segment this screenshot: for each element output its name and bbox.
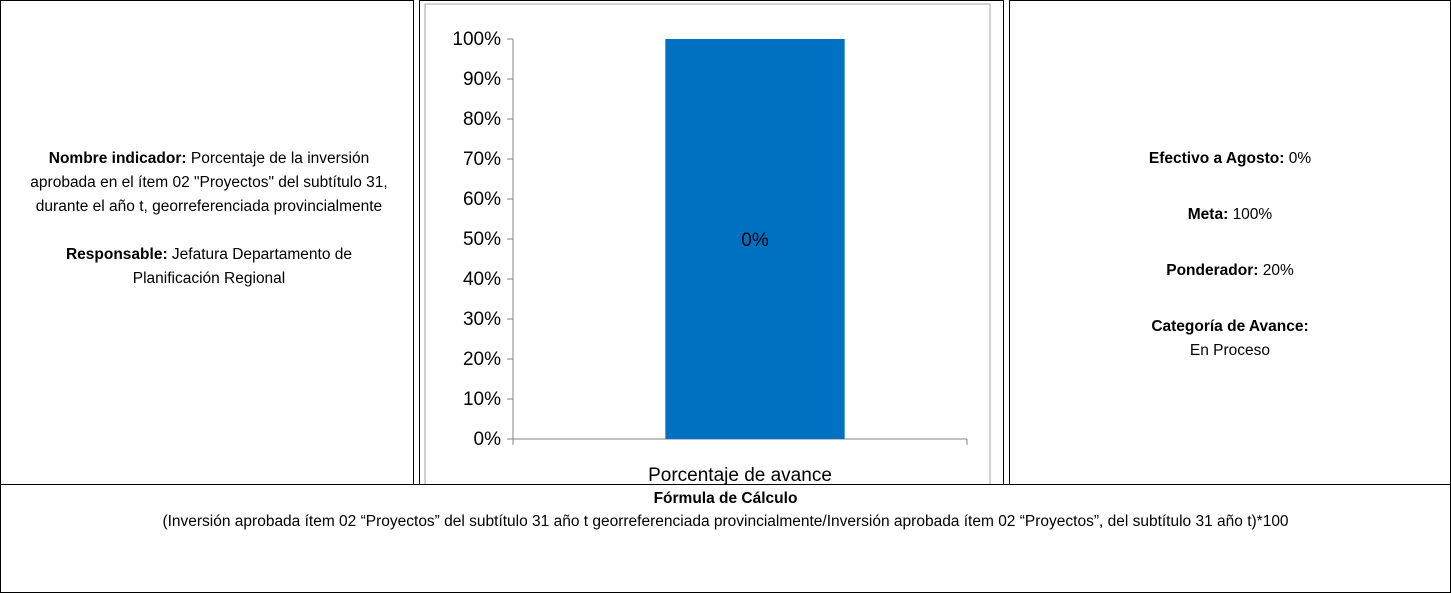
stat-value: 0% (1288, 150, 1312, 167)
y-tick-label: 70% (463, 149, 501, 170)
stat-value: 20% (1262, 262, 1294, 279)
indicator: Nombre indicador: Porcentaje de la inver… (29, 147, 389, 219)
formula-block: Fórmula de Cálculo (Inversión aprobada í… (1, 485, 1450, 533)
indicator-label: Nombre indicador: (48, 150, 187, 167)
y-tick-label: 50% (463, 229, 501, 250)
y-tick-label: 20% (463, 349, 501, 370)
right-cell: Efectivo a Agosto: 0% Meta: 100% Pondera… (1009, 0, 1451, 485)
stat: Ponderador: 20% (1010, 259, 1450, 283)
indicator-text: Porcentaje de la inversión aprobada en e… (30, 150, 388, 215)
y-tick-label: 100% (452, 29, 501, 50)
stat-label: Efectivo a Agosto: (1148, 150, 1285, 167)
y-tick-label: 40% (463, 269, 501, 290)
responsible-text: Jefatura Departamento de Planificación R… (132, 246, 353, 287)
y-tick-label: 90% (463, 69, 501, 90)
responsible-label: Responsable: (65, 246, 168, 263)
formula-text: (Inversión aprobada ítem 02 “Proyectos” … (162, 513, 1289, 530)
stat-label: Meta: (1187, 206, 1229, 223)
indicator-block: Nombre indicador: Porcentaje de la inver… (29, 147, 389, 291)
formula-title: Fórmula de Cálculo (653, 490, 798, 507)
stat: Meta: 100% (1010, 203, 1450, 227)
stat-value: 100% (1232, 206, 1273, 223)
y-tick-label: 30% (463, 309, 501, 330)
stat-label: Categoría de Avance: (1151, 318, 1309, 335)
stat-label: Ponderador: (1166, 262, 1259, 279)
y-tick-label: 0% (474, 429, 502, 450)
stat-value: En Proceso (1189, 342, 1271, 359)
stat: Categoría de Avance: En Proceso (1010, 315, 1450, 363)
y-tick-label: 10% (463, 389, 501, 410)
left-cell: Nombre indicador: Porcentaje de la inver… (0, 0, 414, 485)
x-tick-label: Porcentaje de avance (648, 465, 832, 484)
y-tick-label: 60% (463, 189, 501, 210)
stat: Efectivo a Agosto: 0% (1010, 147, 1450, 171)
bar-annotation: 0% (741, 230, 769, 251)
chart: 0% 10% 20% 30% 40% 50% 60% 70% 80% 90% 100% Porcent… (424, 3, 991, 484)
responsible: Responsable: Jefatura Departamento de Pl… (29, 243, 389, 291)
y-tick-label: 80% (463, 109, 501, 130)
bar (665, 39, 845, 439)
stats-block: Efectivo a Agosto: 0% Meta: 100% Pondera… (1010, 147, 1450, 395)
formula-cell: Fórmula de Cálculo (Inversión aprobada í… (0, 484, 1451, 593)
